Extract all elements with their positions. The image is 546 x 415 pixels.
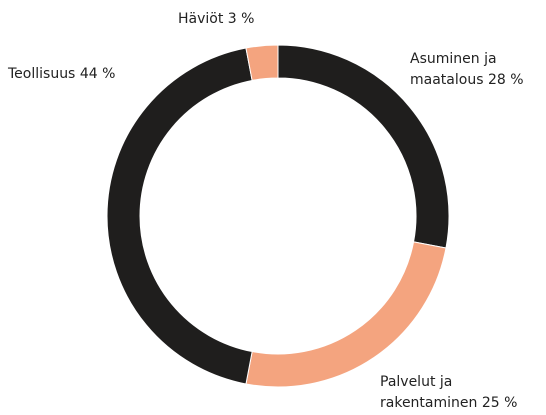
- category-label: Häviöt: [178, 11, 224, 27]
- slice-label: Teollisuus 44 %: [8, 64, 115, 85]
- donut-slice: [245, 44, 279, 82]
- value-label: 25 %: [481, 395, 518, 411]
- donut-slice: [245, 241, 447, 388]
- category-label: Palvelut ja rakentaminen: [380, 374, 478, 411]
- category-label: Teollisuus: [8, 66, 76, 82]
- category-label: Asuminen ja maatalous: [410, 51, 497, 88]
- slice-label: Häviöt 3 %: [178, 9, 254, 30]
- value-label: 44 %: [79, 66, 116, 82]
- slice-label: Palvelut ja rakentaminen 25 %: [380, 372, 544, 414]
- value-label: 28 %: [487, 72, 524, 88]
- value-label: 3 %: [227, 11, 255, 27]
- slice-label: Asuminen ja maatalous 28 %: [410, 49, 544, 91]
- donut-slice: [106, 47, 253, 385]
